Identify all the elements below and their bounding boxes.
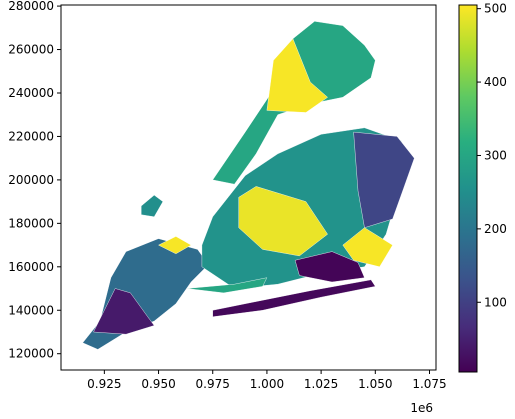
colorbar-tick-label: 100 xyxy=(484,295,507,309)
colorbar-axis: 100 200 300 400 500 xyxy=(477,2,507,309)
region-staten-island-north xyxy=(158,236,192,255)
colorbar-tick-label: 200 xyxy=(484,222,507,236)
region-airport-yellow xyxy=(342,227,393,268)
map-regions xyxy=(82,21,415,350)
x-tick-label: 0.925 xyxy=(87,377,121,391)
y-tick-label: 260000 xyxy=(8,43,54,57)
colorbar-tick-label: 300 xyxy=(484,148,507,162)
y-tick-label: 120000 xyxy=(8,347,54,361)
x-tick-label: 1.050 xyxy=(358,377,392,391)
x-tick-label: 1.075 xyxy=(412,377,446,391)
y-tick-label: 220000 xyxy=(8,129,54,143)
colorbar-tick-label: 500 xyxy=(484,2,507,16)
region-queens-east xyxy=(353,131,415,228)
region-park-island xyxy=(140,194,164,218)
y-tick-label: 160000 xyxy=(8,260,54,274)
y-tick-label: 140000 xyxy=(8,303,54,317)
x-tick-label: 0.950 xyxy=(141,377,175,391)
y-axis: 120000 140000 160000 180000 200000 220000 2400… xyxy=(8,0,61,361)
x-tick-label: 0.975 xyxy=(196,377,230,391)
y-tick-label: 240000 xyxy=(8,86,54,100)
colorbar xyxy=(458,4,478,373)
x-tick-label: 1.025 xyxy=(304,377,338,391)
y-tick-label: 280000 xyxy=(8,0,54,13)
x-tick-label: 1.000 xyxy=(250,377,284,391)
region-staten-island-south xyxy=(93,288,155,335)
region-coney-island xyxy=(186,277,268,294)
plot-frame xyxy=(60,4,437,371)
x-offset-label: 1e6 xyxy=(410,401,433,415)
x-axis: 0.925 0.950 0.975 1.000 1.025 1.050 1.075 xyxy=(87,370,447,391)
y-tick-label: 180000 xyxy=(8,216,54,230)
region-brooklyn-yellow xyxy=(238,186,328,257)
region-staten-island xyxy=(82,238,209,350)
y-tick-label: 200000 xyxy=(8,173,54,187)
region-bronx-yellow xyxy=(266,38,328,113)
colorbar-tick-label: 400 xyxy=(484,75,507,89)
region-rockaway xyxy=(212,279,376,318)
region-jamaica-bay xyxy=(294,251,365,283)
